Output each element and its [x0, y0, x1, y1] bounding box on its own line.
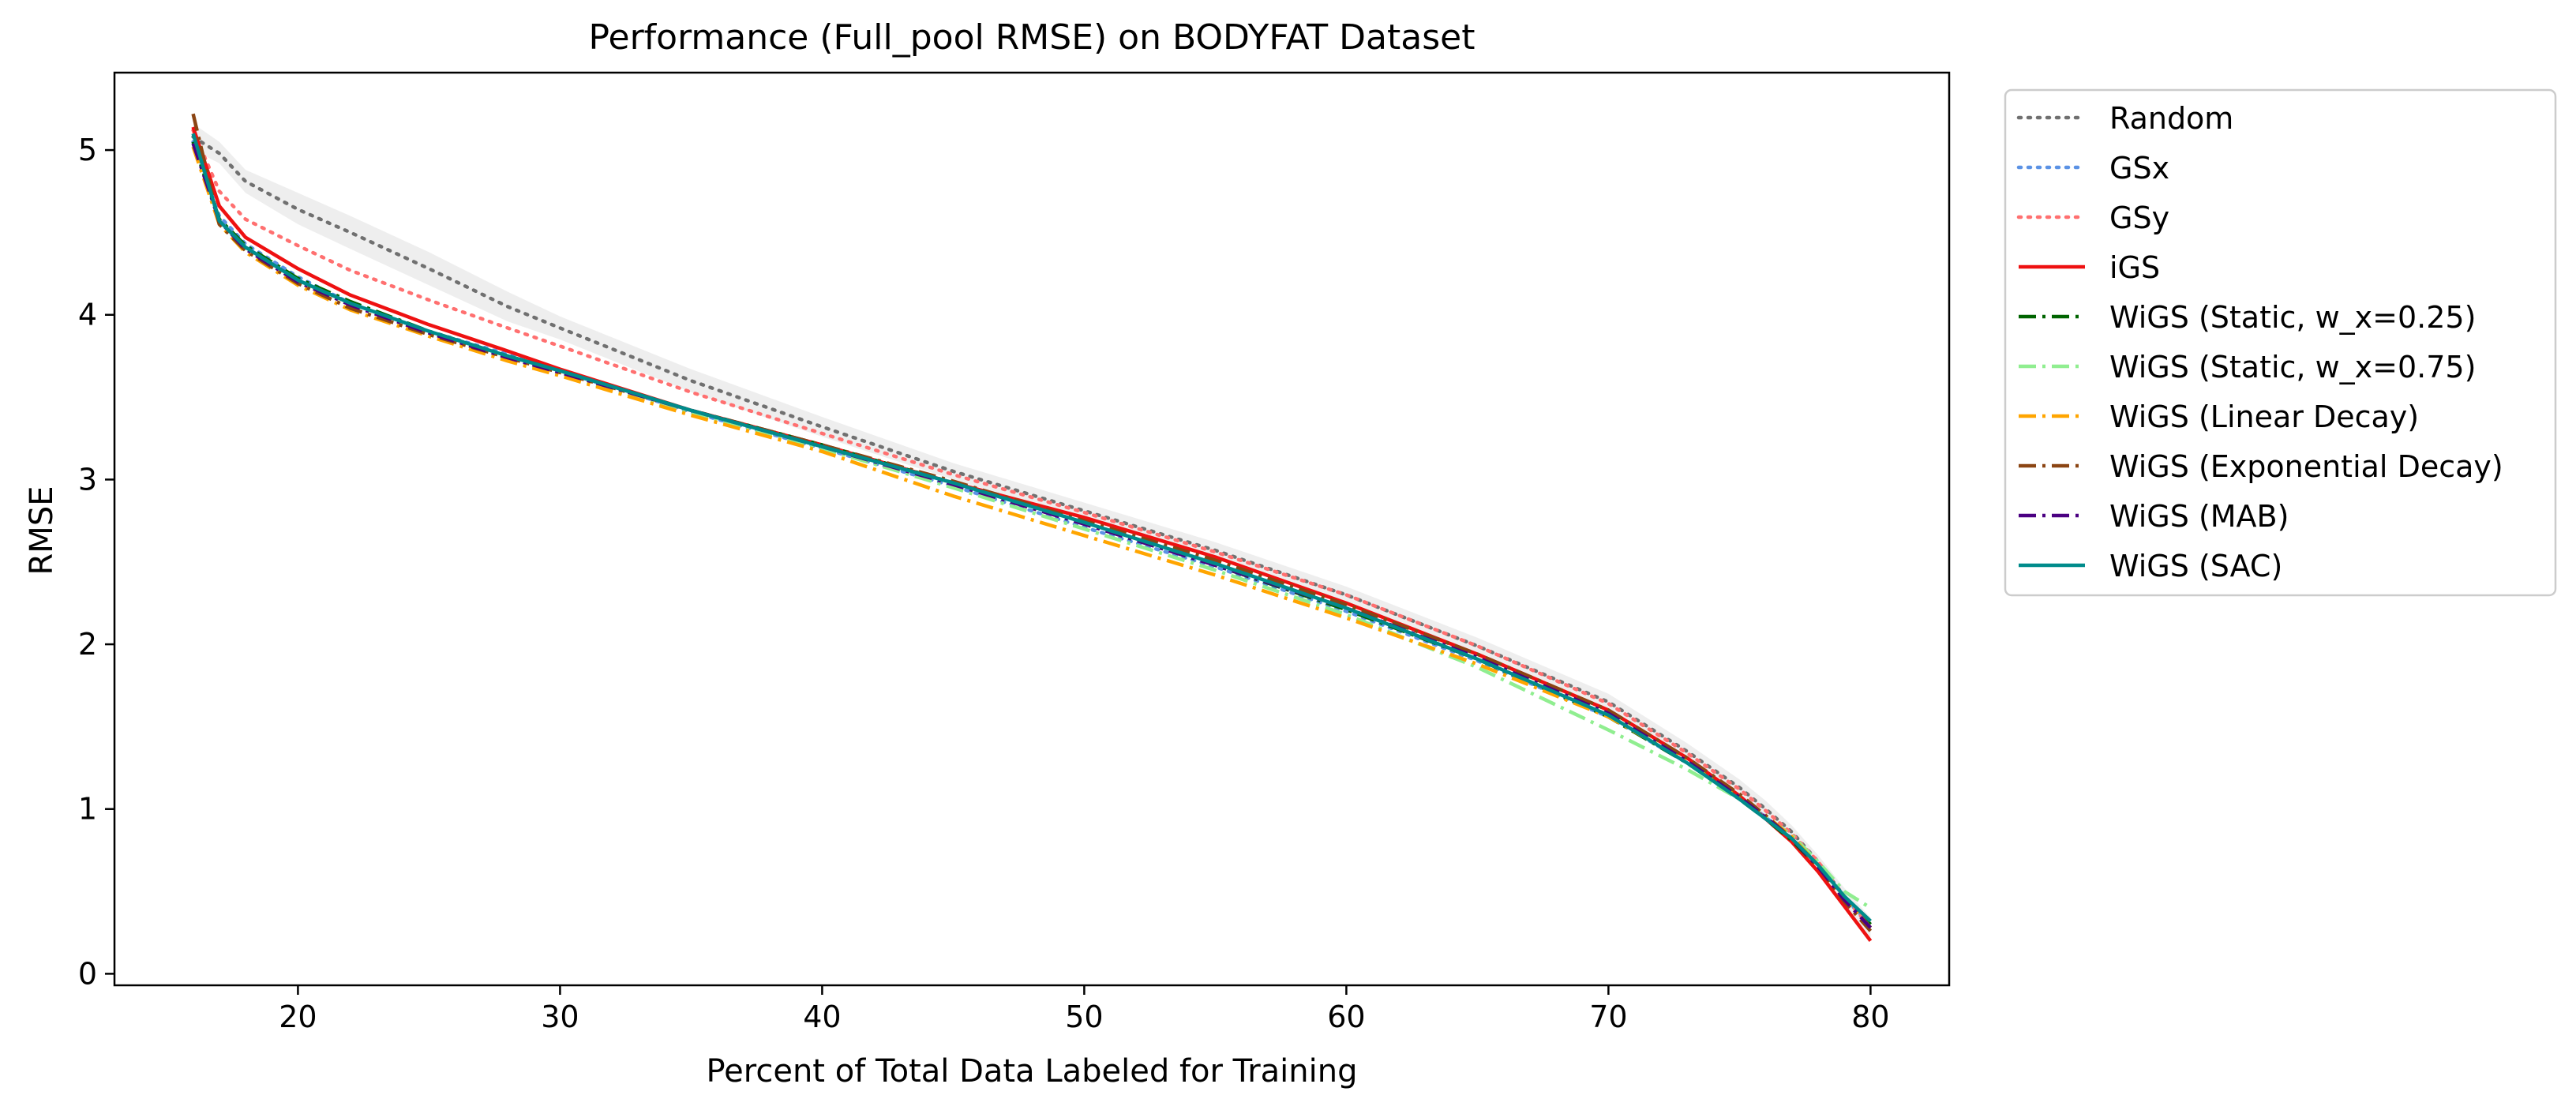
series-line-5	[191, 142, 1872, 910]
x-tick-label: 80	[1851, 1000, 1889, 1034]
legend-box	[2004, 88, 2557, 597]
legend-label-4: WiGS (Static, w_x=0.25)	[2109, 300, 2476, 335]
y-tick-label: 0	[78, 956, 97, 991]
legend-label-6: WiGS (Linear Decay)	[2109, 399, 2419, 434]
y-tick-label: 2	[78, 627, 97, 662]
y-tick-label: 5	[78, 133, 97, 167]
series-line-9	[191, 133, 1872, 923]
x-tick-label: 50	[1065, 1000, 1103, 1034]
series-line-7	[191, 113, 1873, 932]
series-lines-layer	[191, 113, 1873, 943]
series-line-4	[191, 141, 1872, 926]
legend-label-7: WiGS (Exponential Decay)	[2109, 449, 2503, 484]
series-line-3	[191, 126, 1873, 943]
plot-area-frame	[113, 71, 1951, 987]
y-tick-label: 1	[78, 792, 97, 827]
series-line-1	[191, 140, 1873, 927]
x-axis-label: Percent of Total Data Labeled for Traini…	[706, 1053, 1357, 1090]
x-tick-label: 70	[1589, 1000, 1627, 1034]
y-axis-label: RMSE	[24, 486, 60, 576]
legend-entries: Random GSx GSy iGS WiGS (Static, w_x=0.25) Wi…	[2016, 101, 2503, 583]
legend-label-3: iGS	[2109, 250, 2160, 285]
chart-title: Performance (Full_pool RMSE) on BODYFAT …	[589, 17, 1475, 58]
legend-label-5: WiGS (Static, w_x=0.75)	[2109, 350, 2476, 384]
axis-ticks-layer: 20 30 40 50 60 70 80 0 1 2 3 4 5	[78, 133, 1890, 1034]
legend-label-0: Random	[2109, 101, 2233, 136]
legend-label-8: WiGS (MAB)	[2109, 499, 2289, 534]
random-confidence-band	[193, 123, 1871, 938]
confidence-band-layer	[193, 123, 1871, 938]
x-tick-label: 40	[803, 1000, 841, 1034]
x-tick-label: 20	[279, 1000, 317, 1034]
x-tick-label: 60	[1327, 1000, 1365, 1034]
series-line-0	[191, 135, 1873, 930]
y-tick-label: 4	[78, 298, 97, 332]
legend-label-2: GSy	[2109, 201, 2169, 235]
x-tick-label: 30	[541, 1000, 579, 1034]
legend-label-1: GSx	[2109, 151, 2169, 186]
y-tick-label: 3	[78, 462, 97, 497]
series-line-2	[191, 128, 1873, 930]
legend-label-9: WiGS (SAC)	[2109, 549, 2282, 583]
legend: Random GSx GSy iGS WiGS (Static, w_x=0.25) Wi…	[2004, 88, 2557, 597]
